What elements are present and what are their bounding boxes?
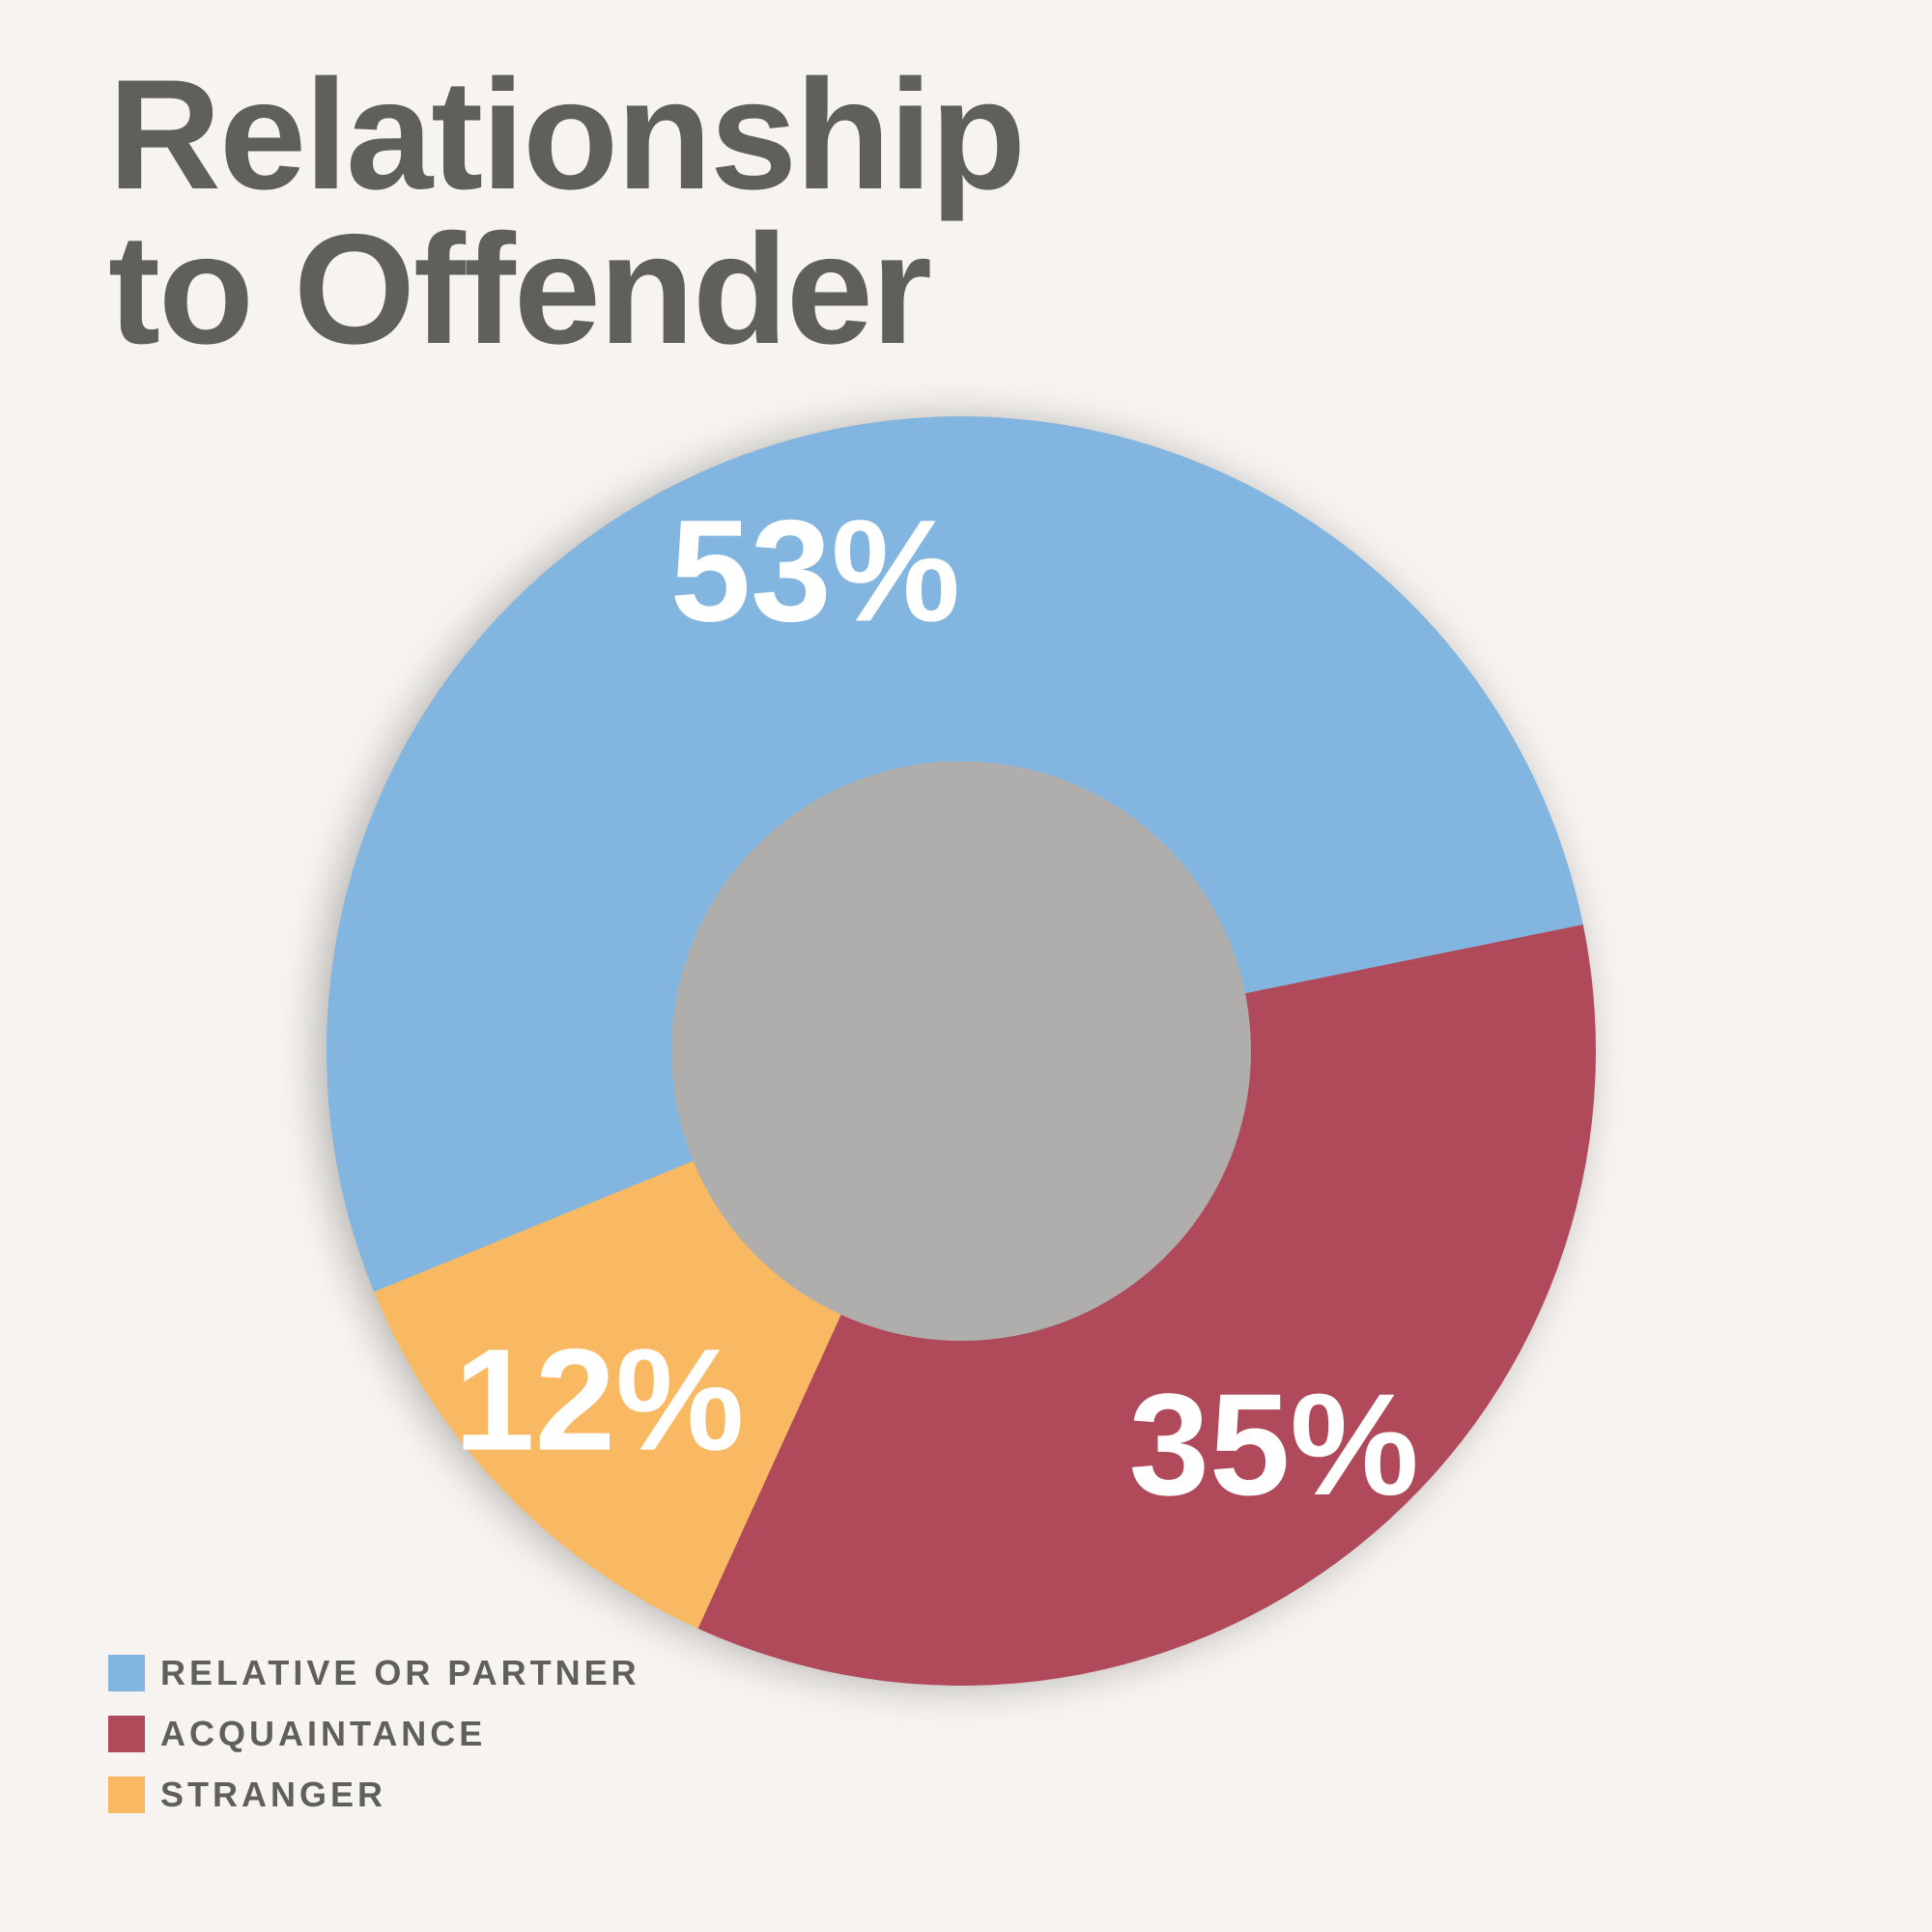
legend-label-acquaintance: ACQUAINTANCE — [160, 1714, 487, 1753]
chart-title-line-2: to Offender — [108, 202, 932, 377]
legend-swatch-relative-or-partner — [108, 1655, 145, 1691]
legend-item-acquaintance: ACQUAINTANCE — [108, 1714, 640, 1753]
legend-label-stranger: STRANGER — [160, 1775, 387, 1814]
donut-slice-acquaintance — [697, 924, 1596, 1687]
donut-slice-relative-or-partner — [327, 416, 1583, 1293]
chart-legend: RELATIVE OR PARTNER ACQUAINTANCE STRANGE… — [108, 1653, 640, 1836]
legend-swatch-stranger — [108, 1776, 145, 1813]
donut-slices — [327, 416, 1596, 1687]
slice-label-stranger: 12% — [454, 1319, 744, 1481]
donut-slice-stranger — [374, 1160, 841, 1629]
legend-label-relative-or-partner: RELATIVE OR PARTNER — [160, 1653, 640, 1692]
slice-label-acquaintance: 35% — [1129, 1363, 1419, 1525]
slice-labels: 35% 12% 53% — [454, 489, 1419, 1524]
chart-title-line-1: Relationship — [108, 47, 1026, 222]
legend-item-stranger: STRANGER — [108, 1775, 640, 1814]
legend-item-relative-or-partner: RELATIVE OR PARTNER — [108, 1653, 640, 1692]
legend-swatch-acquaintance — [108, 1716, 145, 1752]
slice-label-relative-or-partner: 53% — [670, 489, 960, 651]
chart-title: Relationship to Offender — [108, 47, 1171, 377]
